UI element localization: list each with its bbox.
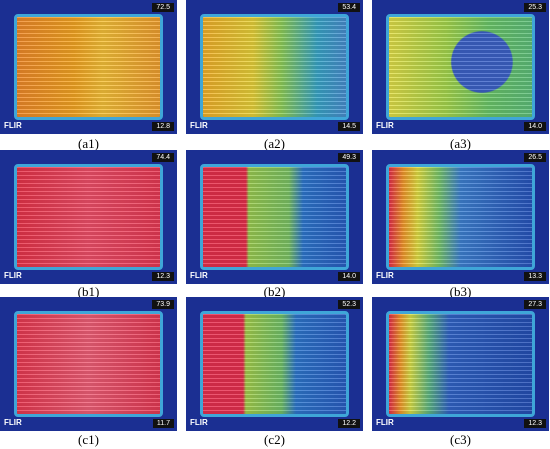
- max-temp: 52.3: [338, 300, 360, 309]
- thermal-image: 74.4 12.3 FLIR: [0, 150, 177, 284]
- min-temp: 12.8: [152, 122, 174, 131]
- heat-map: [14, 14, 163, 120]
- thermal-image: 53.4 14.5 FLIR: [186, 0, 363, 134]
- panel-label: (b2): [263, 284, 286, 299]
- heat-map: [14, 164, 163, 270]
- min-temp: 14.0: [524, 122, 546, 131]
- max-temp: 72.5: [152, 3, 174, 12]
- panel-label: (a3): [450, 136, 471, 151]
- min-temp: 12.3: [524, 419, 546, 428]
- fin-texture: [389, 167, 532, 267]
- fin-texture: [389, 314, 532, 414]
- max-temp: 49.3: [338, 153, 360, 162]
- max-temp: 27.3: [524, 300, 546, 309]
- brand-logo: FLIR: [190, 121, 208, 130]
- brand-logo: FLIR: [4, 271, 22, 280]
- fin-texture: [389, 17, 532, 117]
- thermal-image: 72.5 12.8 FLIR: [0, 0, 177, 134]
- fin-texture: [203, 17, 346, 117]
- fin-texture: [17, 17, 160, 117]
- panel-label: (a1): [78, 136, 99, 151]
- max-temp: 26.5: [524, 153, 546, 162]
- panel-label: (c2): [264, 432, 285, 447]
- heat-map: [386, 311, 535, 417]
- min-temp: 14.0: [338, 272, 360, 281]
- brand-logo: FLIR: [376, 418, 394, 427]
- thermal-image: 25.3 14.0 FLIR: [372, 0, 549, 134]
- panel-label: (a2): [264, 136, 285, 151]
- min-temp: 13.3: [524, 272, 546, 281]
- min-temp: 12.2: [338, 419, 360, 428]
- heat-map: [386, 14, 535, 120]
- panel-label: (c3): [450, 432, 471, 447]
- max-temp: 73.9: [152, 300, 174, 309]
- brand-logo: FLIR: [4, 121, 22, 130]
- heat-map: [200, 14, 349, 120]
- heat-map: [200, 311, 349, 417]
- fin-texture: [17, 314, 160, 414]
- heat-map: [200, 164, 349, 270]
- panel-label: (c1): [78, 432, 99, 447]
- fin-texture: [203, 167, 346, 267]
- brand-logo: FLIR: [4, 418, 22, 427]
- min-temp: 11.7: [152, 419, 174, 428]
- brand-logo: FLIR: [376, 121, 394, 130]
- thermal-image: 26.5 13.3 FLIR: [372, 150, 549, 284]
- thermal-image: 49.3 14.0 FLIR: [186, 150, 363, 284]
- heat-map: [386, 164, 535, 270]
- panel-label: (b1): [77, 284, 100, 299]
- min-temp: 12.3: [152, 272, 174, 281]
- thermal-image: 52.3 12.2 FLIR: [186, 297, 363, 431]
- fin-texture: [17, 167, 160, 267]
- min-temp: 14.5: [338, 122, 360, 131]
- heat-map: [14, 311, 163, 417]
- brand-logo: FLIR: [376, 271, 394, 280]
- thermal-image: 27.3 12.3 FLIR: [372, 297, 549, 431]
- panel-label: (b3): [449, 284, 472, 299]
- max-temp: 25.3: [524, 3, 546, 12]
- brand-logo: FLIR: [190, 271, 208, 280]
- thermal-image: 73.9 11.7 FLIR: [0, 297, 177, 431]
- brand-logo: FLIR: [190, 418, 208, 427]
- fin-texture: [203, 314, 346, 414]
- max-temp: 53.4: [338, 3, 360, 12]
- max-temp: 74.4: [152, 153, 174, 162]
